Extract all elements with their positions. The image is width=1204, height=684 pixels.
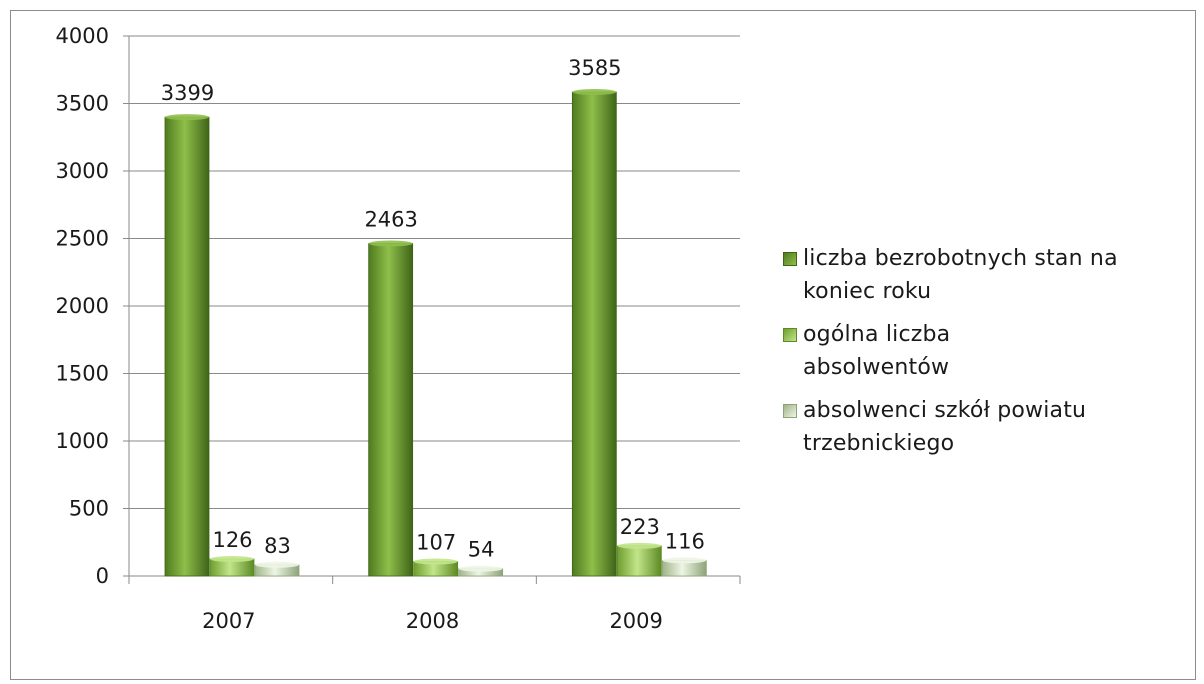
y-tick-label: 3000 (56, 159, 109, 183)
bar-cap (662, 557, 707, 564)
x-tick-label: 2008 (406, 609, 459, 633)
bar (571, 91, 617, 577)
legend-swatch (783, 252, 797, 266)
legend-item: absolwenci szkół powiatu trzebnickiego (783, 398, 1203, 460)
y-tick-label: 2500 (56, 227, 109, 251)
legend-swatch (783, 404, 797, 418)
chart-frame: 0 500 1000 1500 2000 2500 3000 3500 4000 3399 126 8… (10, 10, 1196, 680)
bar-cap (210, 555, 254, 562)
bar-cap (413, 558, 458, 565)
data-label: 3399 (161, 81, 214, 105)
data-label: 223 (620, 515, 660, 539)
legend-item: liczba bezrobotnych stan na koniec roku (783, 246, 1203, 308)
legend-item: ogólna liczba absolwentów (783, 322, 1203, 384)
data-label: 2463 (364, 207, 417, 231)
y-tick-label: 1000 (56, 429, 109, 453)
bar (164, 116, 210, 577)
legend-label: ogólna liczba absolwentów (803, 322, 951, 380)
data-label: 54 (468, 538, 495, 562)
y-tick-label: 3500 (56, 92, 109, 116)
y-tick-label: 500 (69, 497, 109, 521)
bar-cap (255, 561, 299, 568)
data-label: 107 (416, 531, 456, 555)
legend-swatch (783, 328, 797, 342)
data-label: 3585 (568, 56, 621, 80)
bar-cap (165, 114, 209, 121)
x-tick-label: 2007 (202, 609, 255, 633)
bar-cap (458, 565, 503, 572)
bar-cap (368, 240, 413, 247)
data-label: 126 (212, 528, 252, 552)
bar-cap (572, 89, 617, 96)
y-tick-label: 1500 (56, 362, 109, 386)
bar-chart: 0 500 1000 1500 2000 2500 3000 3500 4000 3399 126 8… (56, 24, 741, 633)
legend: liczba bezrobotnych stan na koniec roku … (783, 246, 1203, 474)
data-label: 116 (665, 529, 705, 553)
legend-label: absolwenci szkół powiatu trzebnickiego (803, 398, 1087, 456)
bar (368, 243, 414, 577)
legend-label: liczba bezrobotnych stan na koniec roku (803, 246, 1118, 304)
bar (616, 545, 662, 577)
y-tick-label: 4000 (56, 24, 109, 48)
data-label: 83 (264, 534, 291, 558)
y-tick-label: 2000 (56, 294, 109, 318)
bar-cap (617, 542, 662, 549)
x-tick-label: 2009 (609, 609, 662, 633)
y-tick-label: 0 (96, 564, 109, 588)
